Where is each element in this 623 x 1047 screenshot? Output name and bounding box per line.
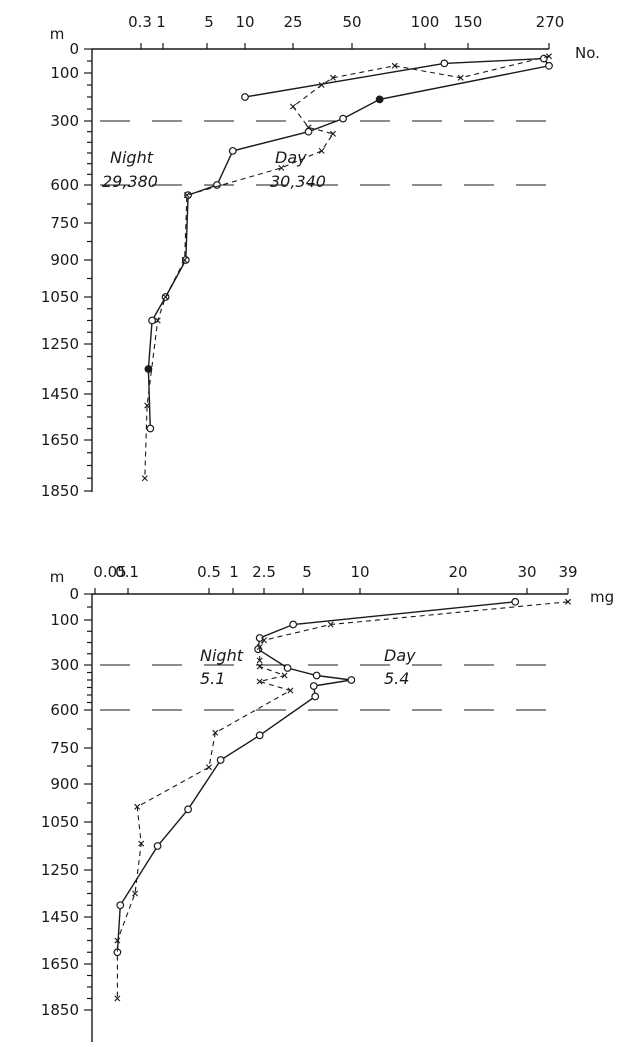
day-point — [242, 94, 249, 101]
night-point — [115, 996, 120, 1001]
day-point — [546, 63, 553, 70]
x-tick-label-10: 10 — [350, 563, 369, 581]
series-group — [142, 54, 552, 481]
day-point — [256, 732, 263, 739]
y-tick-label-1850: 1850 — [41, 482, 79, 500]
y-tick-label-100: 100 — [50, 64, 79, 82]
y-tick-label-300: 300 — [50, 656, 79, 674]
x-tick-label-39: 39 — [558, 563, 577, 581]
chart-biomass: 0 100 300 600 750 900 1050 1250 1450 1650 1850 0.05… — [41, 563, 614, 1042]
y-tick-label-600: 600 — [50, 176, 79, 194]
night-series-line — [117, 602, 568, 999]
x-tick-label-150: 150 — [454, 13, 483, 31]
day-point — [512, 599, 519, 606]
day-point — [313, 672, 320, 679]
y-tick-label-1850: 1850 — [41, 1001, 79, 1019]
y-tick-label-600: 600 — [50, 701, 79, 719]
day-point — [217, 757, 224, 764]
x-tick-label-0p5: 0.5 — [197, 563, 221, 581]
x-tick-label-25: 25 — [283, 13, 302, 31]
day-point — [284, 665, 291, 672]
y-tick-label-1250: 1250 — [41, 861, 79, 879]
day-series-line — [117, 602, 515, 953]
y-unit-label: m — [50, 25, 65, 43]
y-tick-label-750: 750 — [50, 739, 79, 757]
day-point — [229, 148, 236, 155]
y-tick-label-1050: 1050 — [41, 288, 79, 306]
series-group — [114, 599, 571, 1002]
day-point — [147, 425, 154, 432]
x-tick-label-1: 1 — [229, 563, 239, 581]
day-total-label: 30,340 — [270, 172, 326, 191]
day-point — [145, 366, 152, 373]
x-tick-label-20: 20 — [448, 563, 467, 581]
night-point — [142, 476, 147, 481]
night-label: Night — [110, 148, 154, 167]
day-point — [312, 693, 319, 700]
y-tick-label-1650: 1650 — [41, 431, 79, 449]
y-tick-label-1250: 1250 — [41, 335, 79, 353]
y-tick-label-100: 100 — [50, 611, 79, 629]
reference-lines — [100, 665, 568, 710]
x-tick-label-0p1: 0.1 — [115, 563, 139, 581]
night-total-label: 29,380 — [102, 172, 158, 191]
x-tick-label-0p3: 0.3 — [128, 13, 152, 31]
day-point — [214, 182, 221, 189]
day-point — [441, 60, 448, 67]
reference-lines — [100, 121, 568, 185]
night-point — [319, 148, 324, 153]
y-tick-label-900: 900 — [50, 775, 79, 793]
x-tick-label-270: 270 — [536, 13, 565, 31]
day-label: Day — [275, 148, 307, 167]
night-series-line — [145, 56, 549, 478]
y-tick-label-0: 0 — [69, 585, 79, 603]
day-series-line — [148, 59, 549, 429]
day-point — [376, 96, 383, 103]
night-total-label: 5.1 — [200, 669, 225, 688]
night-label: Night — [200, 646, 244, 665]
y-tick-label-1650: 1650 — [41, 955, 79, 973]
y-tick-label-1450: 1450 — [41, 908, 79, 926]
y-tick-label-1050: 1050 — [41, 813, 79, 831]
x-tick-label-30: 30 — [517, 563, 536, 581]
y-unit-label: m — [50, 568, 65, 586]
day-label: Day — [384, 646, 416, 665]
x-tick-label-50: 50 — [342, 13, 361, 31]
day-point — [117, 902, 124, 909]
day-point — [340, 115, 347, 122]
night-point — [290, 104, 295, 109]
night-point — [206, 765, 211, 770]
y-tick-label-900: 900 — [50, 251, 79, 269]
x-tick-label-100: 100 — [411, 13, 440, 31]
x-tick-label-10: 10 — [235, 13, 254, 31]
day-point — [348, 677, 355, 684]
x-tick-label-2p5: 2.5 — [252, 563, 276, 581]
day-point — [185, 806, 192, 813]
day-point — [310, 683, 317, 690]
y-tick-label-300: 300 — [50, 112, 79, 130]
x-unit-label: No. — [575, 44, 600, 62]
day-point — [185, 192, 192, 199]
x-tick-label-5: 5 — [204, 13, 214, 31]
x-unit-label: mg — [590, 588, 614, 606]
day-point — [154, 843, 161, 850]
day-total-label: 5.4 — [384, 669, 409, 688]
x-tick-label-1: 1 — [156, 13, 166, 31]
day-point — [540, 55, 547, 62]
axes: 0 100 300 600 750 900 1050 1250 1450 1650 1850 0.05… — [41, 563, 578, 1042]
x-tick-label-5: 5 — [302, 563, 312, 581]
day-point — [149, 317, 156, 324]
y-tick-label-750: 750 — [50, 214, 79, 232]
day-point — [290, 621, 297, 628]
y-tick-label-1450: 1450 — [41, 385, 79, 403]
y-tick-label-0: 0 — [69, 40, 79, 58]
axes: 0100300600750900105012501450165018500.3 1… — [41, 13, 565, 500]
